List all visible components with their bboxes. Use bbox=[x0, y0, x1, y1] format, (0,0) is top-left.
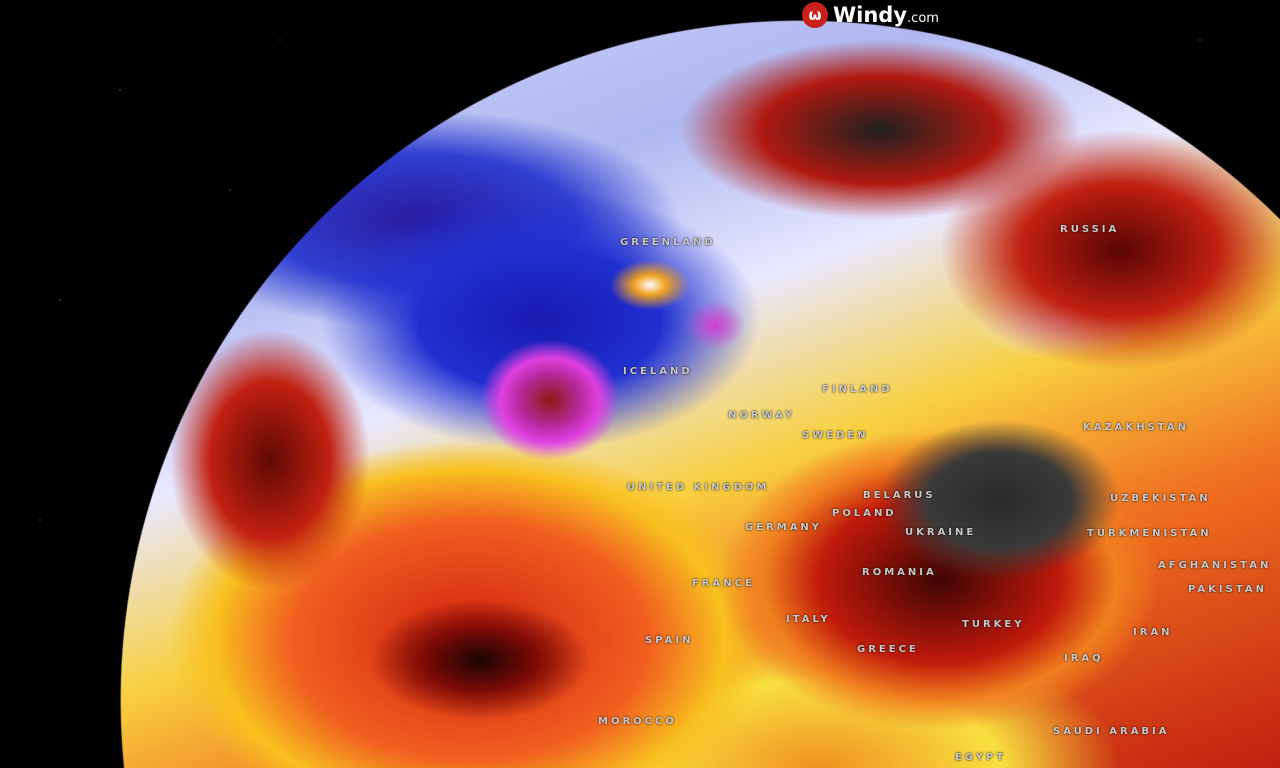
country-label-finland: FINLAND bbox=[822, 384, 893, 395]
brand-text: Windy.com bbox=[833, 3, 939, 27]
brand-suffix: .com bbox=[907, 11, 939, 26]
country-label-egypt: EGYPT bbox=[955, 752, 1007, 763]
country-label-pakistan: PAKISTAN bbox=[1188, 584, 1267, 595]
country-label-iceland: ICELAND bbox=[623, 366, 693, 377]
brand-name: Windy bbox=[833, 3, 908, 27]
country-label-uzbekistan: UZBEKISTAN bbox=[1110, 493, 1211, 504]
country-label-greece: GREECE bbox=[857, 644, 919, 655]
country-label-spain: SPAIN bbox=[645, 635, 694, 646]
country-label-saudi-arabia: SAUDI ARABIA bbox=[1053, 726, 1170, 737]
country-label-afghanistan: AFGHANISTAN bbox=[1158, 560, 1272, 571]
country-label-kazakhstan: KAZAKHSTAN bbox=[1083, 422, 1189, 433]
country-label-iraq: IRAQ bbox=[1064, 653, 1104, 664]
country-label-turkmenistan: TURKMENISTAN bbox=[1087, 528, 1212, 539]
country-label-romania: ROMANIA bbox=[862, 567, 937, 578]
country-label-poland: POLAND bbox=[832, 508, 897, 519]
windy-logo[interactable]: ω Windy.com bbox=[802, 2, 939, 28]
country-label-turkey: TURKEY bbox=[962, 619, 1025, 630]
country-label-morocco: MOROCCO bbox=[598, 716, 677, 727]
country-label-italy: ITALY bbox=[786, 614, 831, 625]
country-label-iran: IRAN bbox=[1133, 627, 1173, 638]
country-label-united-kingdom: UNITED KINGDOM bbox=[627, 482, 770, 493]
country-label-germany: GERMANY bbox=[745, 522, 823, 533]
country-label-france: FRANCE bbox=[692, 578, 755, 589]
country-label-russia: RUSSIA bbox=[1060, 224, 1120, 235]
country-label-ukraine: UKRAINE bbox=[905, 527, 977, 538]
windy-logo-icon: ω bbox=[802, 2, 828, 28]
country-label-norway: NORWAY bbox=[728, 410, 796, 421]
country-label-belarus: BELARUS bbox=[863, 490, 936, 501]
country-label-greenland: GREENLAND bbox=[620, 237, 716, 248]
country-label-sweden: SWEDEN bbox=[802, 430, 869, 441]
